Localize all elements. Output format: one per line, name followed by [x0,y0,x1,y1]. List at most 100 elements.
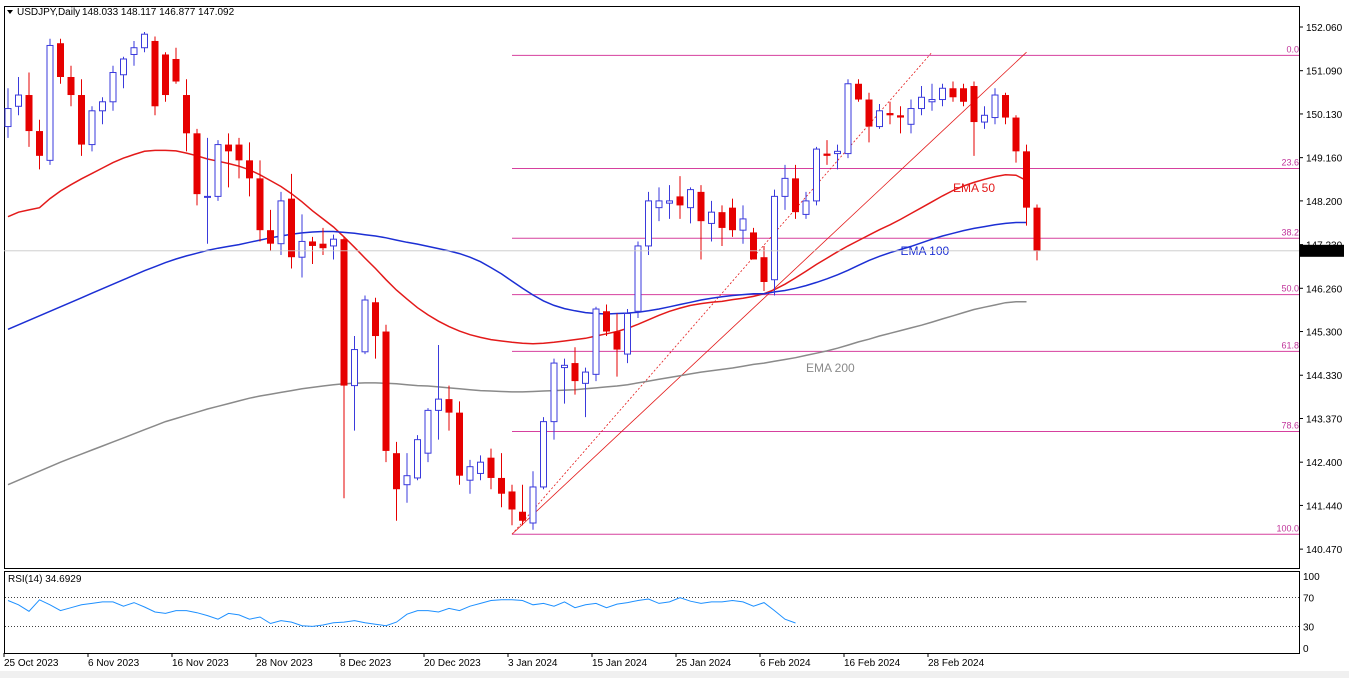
time-tick-label: 25 Oct 2023 [4,658,59,669]
ema-annotation-label: EMA 200 [806,361,855,375]
candle-body [99,101,106,112]
candle-body [645,200,652,247]
bearish-candle [823,140,831,165]
candle-body [781,177,789,197]
candle-body [130,47,138,55]
bearish-candle [676,176,684,219]
time-tick-label: 25 Jan 2024 [676,658,731,669]
candle-body [697,191,705,222]
bearish-candle [487,448,495,490]
bullish-candle [99,97,106,125]
time-tick-label: 16 Nov 2023 [172,658,229,669]
bearish-candle [750,227,757,260]
bullish-candle [592,306,600,382]
fib-level-label: 23.6 [1281,157,1299,167]
bullish-candle [666,185,673,219]
bearish-candle [372,297,379,359]
candle-body [456,412,463,476]
bearish-candle [456,401,463,485]
bullish-candle [109,65,117,111]
bearish-candle [865,92,873,143]
candle-body [298,240,306,258]
bearish-candle [162,52,169,102]
candle-body [487,457,495,478]
current-price-box [1300,244,1344,257]
candle-body [918,96,925,110]
candle-body [939,87,946,101]
chart-symbol-title: USDJPY,Daily [17,7,80,18]
bearish-candle [949,81,957,102]
bullish-candle [991,88,999,125]
bearish-candle [760,245,768,291]
time-tick-label: 15 Jan 2024 [592,658,647,669]
candle-body [435,398,442,411]
ema50-line [7,149,1027,345]
rsi-tick-label: 70 [1303,594,1315,605]
scrollbar-track[interactable] [0,671,1349,678]
candle-body [403,475,411,486]
bullish-candle [46,38,54,165]
candle-body [183,95,190,134]
bullish-candle [655,187,663,222]
bullish-candle [687,187,694,224]
candle-body [466,466,474,481]
time-tick-label: 28 Feb 2024 [928,658,985,669]
candle-body [424,409,432,454]
price-tick-label: 151.090 [1306,67,1343,78]
price-tick-label: 149.160 [1306,154,1343,165]
candle-body [414,439,421,479]
candle-body [1023,151,1030,208]
bullish-candle [540,417,547,490]
bullish-candle [876,104,883,129]
bearish-candle [729,198,736,237]
bullish-candle [739,205,747,244]
time-tick-label: 28 Nov 2023 [256,658,313,669]
bullish-candle [130,40,138,66]
bearish-candle [613,313,621,377]
candle-body [519,511,526,521]
bullish-candle [781,164,789,210]
bearish-candle [519,484,526,526]
bullish-candle [645,191,652,255]
candle-body [267,230,274,244]
candle-body [666,200,673,204]
candle-body [1012,117,1020,152]
bullish-candle [403,453,411,503]
price-tick-label: 144.330 [1306,371,1343,382]
price-tick-label: 141.440 [1306,501,1343,512]
bullish-candle [204,137,211,244]
fib-level-label: 0.0 [1286,44,1299,54]
symbol-menu-triangle-icon[interactable] [7,10,13,14]
bullish-candle [424,408,432,463]
bullish-candle [834,144,841,170]
candle-body [991,94,999,119]
candle-body [15,94,22,107]
candle-body [214,144,222,197]
bullish-candle [928,83,936,111]
candle-body [508,491,516,510]
candle-body [844,83,852,155]
bullish-candle [330,234,337,260]
fib-level-label: 38.2 [1281,227,1299,237]
price-tick-label: 146.260 [1306,284,1343,295]
rsi-indicator: 100 70 30 0 [5,572,1320,655]
candle-body [876,110,883,128]
price-axis: 152.060151.090150.130149.160148.200147.2… [4,23,1344,556]
bullish-candle [939,83,946,107]
bearish-candle [288,173,295,269]
candle-body [886,113,894,116]
bearish-candle [36,119,43,170]
bearish-candle [792,164,799,219]
bullish-candle [477,455,484,481]
candle-body [193,133,201,195]
bullish-candle [4,88,12,138]
candle-body [57,43,64,78]
candle-body [351,349,358,387]
ema100-line [7,221,1027,330]
candle-body [750,232,757,260]
bullish-candle [918,86,925,116]
fib-level-label: 61.8 [1281,340,1299,350]
candle-body [141,33,148,49]
candle-body [624,313,631,355]
